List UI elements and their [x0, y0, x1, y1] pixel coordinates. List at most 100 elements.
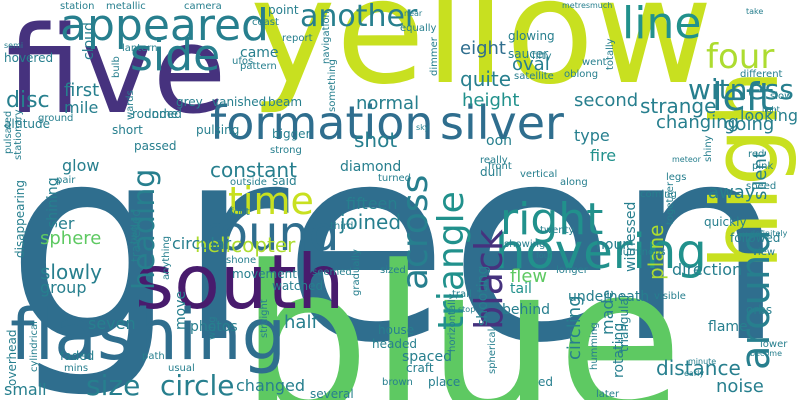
word-formation: formation — [210, 96, 434, 150]
word-ground: ground — [38, 113, 74, 124]
word-brown: brown — [382, 377, 413, 388]
word-headed: headed — [372, 337, 417, 351]
word-pair: pair — [56, 175, 76, 186]
word-equally: equally — [400, 23, 437, 34]
word-oon: oon — [486, 133, 513, 149]
word-changing: changing — [656, 112, 740, 133]
word-horizontally: horizontally — [447, 293, 458, 352]
word-time: time — [228, 179, 314, 223]
word-said: said — [272, 174, 297, 188]
word-tail: tail — [510, 281, 532, 297]
word-sightings: bulb — [111, 56, 122, 78]
word-turned: turned — [378, 173, 412, 184]
word-totally: totally — [605, 38, 616, 70]
word-much: much — [590, 1, 613, 10]
word-behind: behind — [502, 302, 551, 318]
word-cylindrical: cylindrical — [29, 321, 40, 372]
word-triangular: triangular — [617, 293, 631, 352]
word-dimmer: dimmer — [429, 37, 440, 76]
word-fire: fire — [590, 146, 617, 165]
word-flashing: flashing — [10, 294, 287, 376]
word-pattern: pattern — [240, 61, 277, 72]
word-line: line — [622, 0, 702, 49]
word-wing: wing — [207, 316, 218, 340]
word-usual: usual — [168, 363, 195, 374]
word-quite: quite — [460, 67, 512, 91]
word-side: side — [130, 30, 221, 81]
word-slowly: slowly — [40, 260, 102, 284]
word-metres: metres — [562, 1, 591, 10]
word-third: third — [330, 221, 354, 232]
word-flew: flew — [510, 266, 548, 287]
word-group: group — [40, 278, 87, 297]
word-joined: joined — [340, 210, 402, 234]
word-fifteen: fifteen — [346, 194, 398, 213]
word-mile: mile — [64, 98, 99, 117]
word-hovered: hovered — [4, 51, 54, 65]
word-visible: visible — [654, 291, 686, 302]
word-orbs: orbs — [746, 303, 773, 317]
word-seemed: seemed — [312, 267, 352, 278]
word-navigation: navigation — [321, 11, 332, 64]
word-move: move — [173, 290, 189, 330]
word-movement: movement — [232, 267, 297, 281]
word-grey: grey — [176, 95, 203, 109]
word-meteor: meteor — [672, 155, 701, 164]
word-outside: outside — [230, 177, 267, 188]
word-beam: beam — [268, 95, 303, 109]
word-lower: lower — [760, 339, 788, 350]
word-become: become — [750, 349, 783, 358]
word-five: five — [6, 2, 227, 141]
word-appeared: appeared — [60, 0, 269, 51]
word-normal: normal — [356, 93, 420, 114]
word-strange: strange — [640, 94, 717, 118]
word-anything: anything — [161, 235, 172, 280]
word-circle: circle — [160, 369, 235, 400]
word-height: height — [462, 90, 520, 111]
word-something: something — [327, 59, 338, 112]
word-blue: blue — [240, 223, 684, 400]
word-several: several — [310, 387, 354, 400]
word-mins: mins — [64, 363, 89, 374]
word-point: point — [268, 3, 299, 17]
word-four: four — [706, 37, 775, 77]
word-silver: silver — [440, 96, 564, 150]
word-place: place — [428, 375, 461, 389]
word-oval: oval — [512, 54, 550, 75]
word-take: take — [746, 7, 764, 16]
word-ufos: ufos — [232, 56, 254, 67]
word-photos: photos — [190, 319, 238, 335]
word-hovering: hovering — [495, 224, 707, 280]
word-first: first — [64, 80, 100, 101]
word-slow: slow — [770, 91, 793, 102]
word-rounded: rounded — [132, 107, 182, 121]
word-distance: distance — [656, 356, 741, 380]
word-disappearing: disappearing — [13, 179, 27, 258]
word-seven: seven — [88, 314, 136, 333]
word-together: together — [665, 181, 676, 225]
word-luminous: luminous — [620, 247, 666, 258]
word-along: along — [560, 177, 588, 188]
word-diamond: diamond — [340, 159, 402, 175]
word-shiny: shiny — [703, 135, 714, 162]
word-hour: hour — [596, 237, 629, 253]
word-another: another — [300, 0, 418, 34]
word-metallic: metallic — [106, 1, 146, 12]
word-house: house — [378, 323, 415, 337]
word-different: different — [740, 69, 783, 80]
word-front: front — [488, 161, 512, 172]
word-minute: four — [536, 251, 553, 260]
word-half: half — [284, 312, 318, 333]
word-right: right — [500, 194, 604, 245]
word-cloud: cloud — [81, 22, 97, 60]
word-sky: minute — [688, 357, 717, 366]
word-came: came — [240, 45, 279, 61]
word-arrow: definitely — [750, 229, 788, 238]
word-round: round — [200, 206, 340, 262]
word-constant: constant — [210, 158, 297, 182]
word-small: small — [4, 380, 47, 399]
word-vanished: vanished — [212, 95, 267, 109]
word-changed: changed — [236, 376, 306, 395]
word-coast: coast — [252, 17, 279, 28]
word-lantern: lantern — [122, 43, 158, 54]
